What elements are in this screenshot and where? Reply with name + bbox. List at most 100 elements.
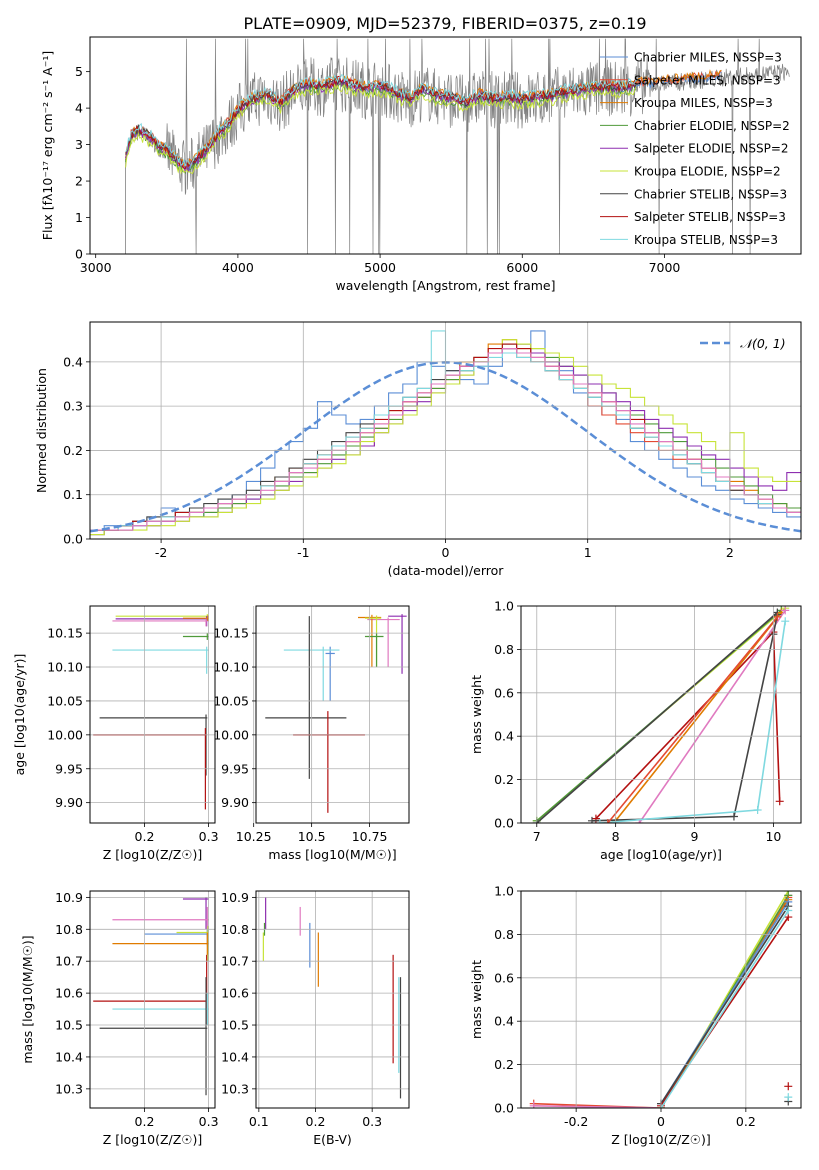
tick-label-y: 0.6 — [494, 685, 514, 700]
plot-area — [93, 614, 209, 810]
tick-label-x: 10.75 — [352, 829, 388, 844]
axes-frame — [520, 605, 802, 824]
weight-line-chabrier_stelib — [591, 614, 779, 822]
panel-mass-vs-Z: 0.2 0.3 10.3 10.4 10.5 10.6 10.7 10.8 10.9 Z [log… — [20, 890, 219, 1147]
x-axis-label: wavelength [Angstrom, rest frame] — [335, 278, 555, 293]
tick-label-y: 10.3 — [221, 1081, 249, 1096]
tick-label-y: 0.2 — [494, 1057, 514, 1072]
tick-label-x: 0.2 — [135, 829, 155, 844]
y-axis-label: Normed distribution — [34, 368, 49, 493]
legend-entry-salpeter_miles: Salpeter MILES, NSSP=3 — [634, 73, 781, 87]
weight-line-chabrier_stelib — [660, 905, 789, 1105]
weight-line-kroupa_stelib — [660, 910, 789, 1108]
panel-mass-weight-vs-Z: -0.2 0 0.2 0.0 0.2 0.4 0.6 0.8 1.0 Z [log10(Z/Z☉)… — [469, 884, 802, 1147]
weight-line-chabrier_stelib — [536, 611, 778, 823]
weight-point-chabrier_stelib — [587, 816, 596, 823]
tick-label-y: 1 — [75, 210, 83, 225]
y-axis-label: mass [log10(M/M☉)] — [20, 935, 35, 1063]
x-axis-label: Z [log10(Z/Z☉)] — [103, 1132, 203, 1147]
tick-label-x: 5000 — [364, 260, 396, 275]
axes-frame — [255, 605, 410, 824]
panel-mass-weight-vs-age: 7 8 9 10 0.0 0.2 0.4 0.6 0.8 1.0 age [log10(age/yr… — [469, 599, 802, 862]
tick-label-y: 9.95 — [221, 761, 249, 776]
weight-marker-kroupa_stelib — [784, 1093, 793, 1102]
tick-label-x: 10 — [765, 829, 781, 844]
tick-label-y: 10.7 — [55, 954, 83, 969]
weight-line-salpeter_miles — [607, 616, 778, 823]
weight-line-kroupa_miles — [614, 612, 782, 822]
tick-label-x: 0.2 — [135, 1114, 155, 1129]
panel-age-vs-mass: 10.25 10.5 10.75 9.90 9.95 10.00 10.05 10.10 10.… — [213, 605, 410, 862]
legend: Chabrier MILES, NSSP=3 Salpeter MILES, NS… — [600, 51, 790, 247]
tick-label-x: 7000 — [649, 260, 681, 275]
spectrum-model-kroupa_elodie — [125, 83, 637, 175]
tick-label-y: 10.9 — [55, 890, 83, 905]
plot-area — [93, 897, 209, 1096]
x-axis-label: mass [log10(M/M☉)] — [268, 847, 396, 862]
tick-label-y: 10.8 — [221, 922, 249, 937]
tick-label-y: 10.15 — [213, 626, 249, 641]
weight-point-kroupa_stelib — [781, 617, 790, 626]
tick-label-y: 10.8 — [55, 922, 83, 937]
tick-label-y: 0.8 — [494, 927, 514, 942]
tick-label-y: 0.6 — [494, 970, 514, 985]
tick-label-x: 10.25 — [236, 829, 272, 844]
tick-label-y: 10.00 — [47, 727, 83, 742]
panel-spectrum: 3000 4000 5000 6000 7000 0 1 2 3 4 5 wavelength [An… — [40, 36, 802, 293]
x-axis-label: Z [log10(Z/Z☉)] — [611, 1132, 711, 1147]
tick-label-x: -1 — [297, 545, 309, 560]
weight-point-kroupa_stelib — [595, 819, 604, 823]
tick-label-y: 9.95 — [55, 761, 83, 776]
x-axis-label: age [log10(age/yr)] — [600, 847, 722, 862]
tick-label-y: 5 — [75, 64, 83, 79]
weight-point-pink — [781, 606, 790, 615]
weight-point-salpeter_miles — [603, 819, 612, 823]
tick-label-x: -0.2 — [564, 1114, 588, 1129]
tick-label-y: 10.4 — [221, 1049, 249, 1064]
axes-frame — [89, 321, 802, 540]
histogram-kroupa_elodie — [90, 339, 801, 536]
tick-label-x: 1 — [584, 545, 592, 560]
tick-label-x: 0.2 — [736, 1114, 756, 1129]
weight-point-chabrier_stelib — [729, 812, 738, 821]
axes-frame — [255, 890, 410, 1109]
tick-label-y: 10.5 — [221, 1018, 249, 1033]
legend-entry-salpeter_stelib: Salpeter STELIB, NSSP=3 — [634, 210, 786, 224]
tick-label-y: 10.9 — [221, 890, 249, 905]
tick-label-y: 0.0 — [494, 1101, 514, 1116]
tick-label-y: 0.4 — [494, 729, 514, 744]
weight-point-kroupa_stelib — [753, 805, 762, 814]
tick-label-x: 0.3 — [199, 829, 219, 844]
legend-entry-kroupa_miles: Kroupa MILES, NSSP=3 — [634, 96, 773, 110]
weight-marker-salpeter_stelib — [784, 1082, 793, 1091]
legend-entry-kroupa_stelib: Kroupa STELIB, NSSP=3 — [634, 233, 778, 247]
weight-point-kroupa_stelib — [784, 906, 793, 915]
panel-residual-histogram: -2 -1 0 1 2 0.0 0.1 0.2 0.3 0.4 (data-model)/error… — [34, 321, 802, 578]
tick-label-x: 0.2 — [306, 1114, 326, 1129]
panel-age-vs-Z: 0.2 0.3 9.90 9.95 10.00 10.05 10.10 10.15 Z [log… — [12, 605, 219, 862]
tick-label-y: 0 — [75, 247, 83, 262]
tick-label-x: 0 — [442, 545, 450, 560]
y-axis-label: mass weight — [469, 675, 484, 754]
tick-label-x: 8 — [612, 829, 620, 844]
axes-frame — [520, 890, 802, 1109]
tick-label-y: 10.15 — [47, 626, 83, 641]
tick-label-x: 0.3 — [362, 1114, 382, 1129]
tick-label-y: 10.7 — [221, 954, 249, 969]
axes-frame — [89, 605, 216, 824]
legend-entry-salpeter_elodie: Salpeter ELODIE, NSSP=2 — [634, 142, 789, 156]
tick-label-y: 10.10 — [47, 660, 83, 675]
tick-label-y: 0.4 — [63, 354, 83, 369]
plot-area — [532, 606, 790, 823]
tick-label-y: 0.8 — [494, 642, 514, 657]
y-axis-label: mass weight — [469, 960, 484, 1039]
plot-area — [262, 897, 402, 1099]
spectrum-model-kroupa_stelib — [125, 74, 637, 167]
panel-mass-vs-EBV: 0.1 0.2 0.3 10.3 10.4 10.5 10.6 10.7 10.8 10.9 E(B… — [221, 890, 410, 1147]
x-axis-label: (data-model)/error — [388, 563, 505, 578]
tick-label-y: 0.2 — [494, 772, 514, 787]
tick-label-x: 0.3 — [199, 1114, 219, 1129]
tick-label-y: 10.3 — [55, 1081, 83, 1096]
tick-label-x: 9 — [691, 829, 699, 844]
tick-label-y: 10.05 — [213, 693, 249, 708]
